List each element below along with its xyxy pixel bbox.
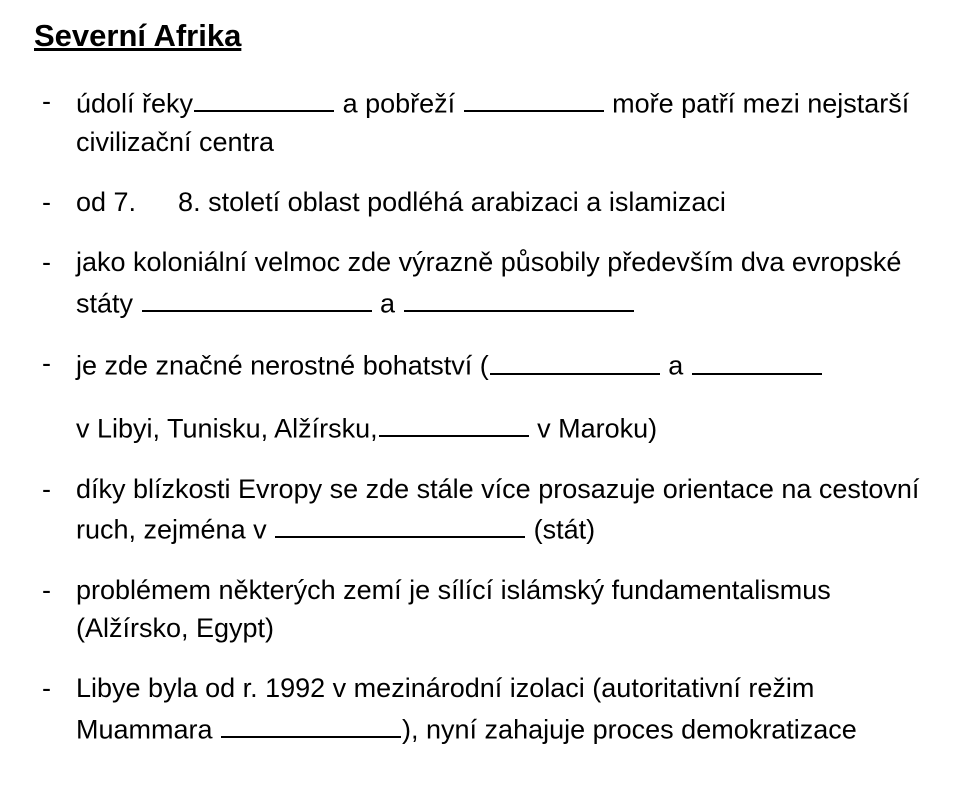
bullet-list: údolí řeky a pobřeží moře patří mezi nej… [34,82,926,748]
page-title: Severní Afrika [34,18,926,54]
text-run: v Maroku) [530,413,658,443]
text-run: ), nyní zahajuje proces demokratizace [402,714,857,744]
text-run: a [373,288,403,318]
fill-blank [142,282,372,312]
text-run: (stát) [526,514,595,544]
list-item: díky blízkosti Evropy se zde stále více … [34,470,926,549]
text-run: problémem některých zemí je sílící islám… [76,575,831,643]
fill-blank [379,407,529,437]
text-run: a [661,351,691,381]
list-item: je zde značné nerostné bohatství ( a [34,344,926,385]
list-item: jako koloniální velmoc zde výrazně působ… [34,243,926,322]
fill-blank [275,508,525,538]
fill-blank [464,82,604,112]
fill-blank [194,82,334,112]
text-run: údolí řeky [76,88,193,118]
list-item: problémem některých zemí je sílící islám… [34,571,926,648]
text-run: je zde značné nerostné bohatství ( [76,351,489,381]
text-run: a pobřeží [335,88,463,118]
list-item: od 7. 8. století oblast podléhá arabizac… [34,183,926,221]
fill-blank [692,344,822,374]
text-run: od 7. 8. století oblast podléhá arabizac… [76,187,726,217]
list-item: Libye byla od r. 1992 v mezinárodní izol… [34,669,926,748]
fill-blank [404,282,634,312]
fill-blank [221,708,401,738]
fill-blank [490,344,660,374]
text-run: v Libyi, Tunisku, Alžírsku, [76,413,378,443]
document-page: Severní Afrika údolí řeky a pobřeží moře… [0,0,960,790]
list-item: údolí řeky a pobřeží moře patří mezi nej… [34,82,926,161]
list-item-continuation: v Libyi, Tunisku, Alžírsku, v Maroku) [34,407,926,448]
